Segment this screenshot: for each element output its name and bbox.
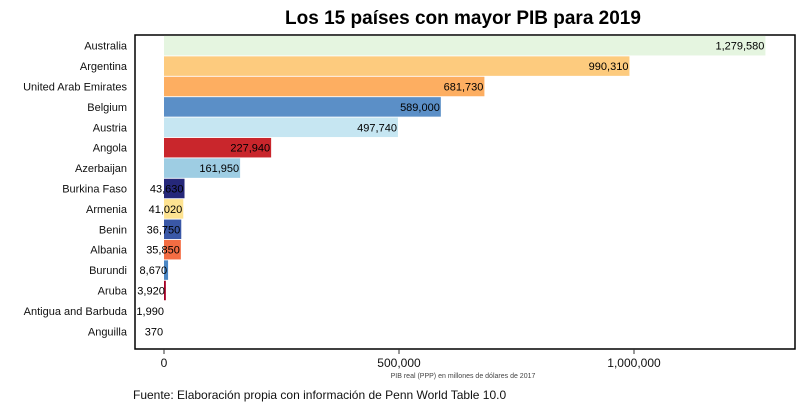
- category-label: Australia: [84, 41, 128, 53]
- plot-panel-border: [134, 34, 796, 350]
- bar-anguilla: [164, 321, 165, 342]
- chart-title: Los 15 países con mayor PIB para 2019: [285, 8, 641, 29]
- value-label: 41,020: [149, 204, 183, 216]
- x-axis: 0 500,000 1,000,000: [161, 349, 661, 370]
- x-tick-label: 500,000: [377, 356, 421, 370]
- value-label: 36,750: [147, 224, 181, 236]
- bar-belgium: [164, 97, 441, 117]
- value-label: 43,630: [150, 184, 184, 196]
- bar-burkina-faso: [164, 178, 185, 199]
- category-label: Burundi: [89, 265, 127, 277]
- bar-argentina: [164, 56, 630, 76]
- bar-benin: [164, 219, 182, 240]
- category-label: Angola: [93, 143, 128, 155]
- bar-burundi: [164, 260, 169, 280]
- value-label: 1,279,580: [715, 41, 764, 53]
- category-label: Belgium: [87, 102, 127, 114]
- bar-azerbaijan: [164, 158, 241, 178]
- value-label: 681,730: [444, 82, 484, 94]
- category-label: Austria: [93, 122, 128, 134]
- value-label: 8,670: [140, 265, 168, 277]
- category-label: Albania: [90, 245, 128, 257]
- category-label: Benin: [99, 224, 127, 236]
- category-label: Antigua and Barbuda: [24, 306, 128, 318]
- category-label: United Arab Emirates: [23, 82, 127, 94]
- category-label: Azerbaijan: [75, 163, 127, 175]
- value-label: 3,920: [137, 286, 165, 298]
- bars-group: [164, 35, 766, 342]
- value-label: 589,000: [400, 102, 440, 114]
- category-label: Armenia: [86, 204, 128, 216]
- bar-armenia: [164, 199, 184, 219]
- bar-antigua-and-barbuda: [164, 301, 165, 321]
- bar-australia: [164, 35, 766, 56]
- bar-angola: [164, 137, 272, 158]
- value-label: 370: [145, 326, 163, 338]
- bar-austria: [164, 117, 398, 138]
- value-label: 990,310: [589, 61, 629, 73]
- value-label: 35,850: [146, 245, 180, 257]
- x-axis-label: PIB real (PPP) en millones de dólares de…: [391, 373, 536, 380]
- category-label: Anguilla: [88, 326, 128, 338]
- x-tick-label: 0: [161, 356, 168, 370]
- value-label: 497,740: [357, 122, 397, 134]
- category-label: Argentina: [80, 61, 128, 73]
- bar-albania: [164, 239, 181, 260]
- value-label: 227,940: [230, 143, 270, 155]
- x-tick-label: 1,000,000: [607, 356, 661, 370]
- value-label: 1,990: [136, 306, 164, 318]
- value-label: 161,950: [199, 163, 239, 175]
- source-caption: Fuente: Elaboración propia con informaci…: [133, 388, 506, 402]
- category-label: Aruba: [98, 286, 128, 298]
- category-label: Burkina Faso: [62, 184, 127, 196]
- bar-united-arab-emirates: [164, 76, 485, 97]
- category-labels: Australia Argentina United Arab Emirates Be…: [23, 41, 128, 339]
- bar-aruba: [164, 280, 166, 301]
